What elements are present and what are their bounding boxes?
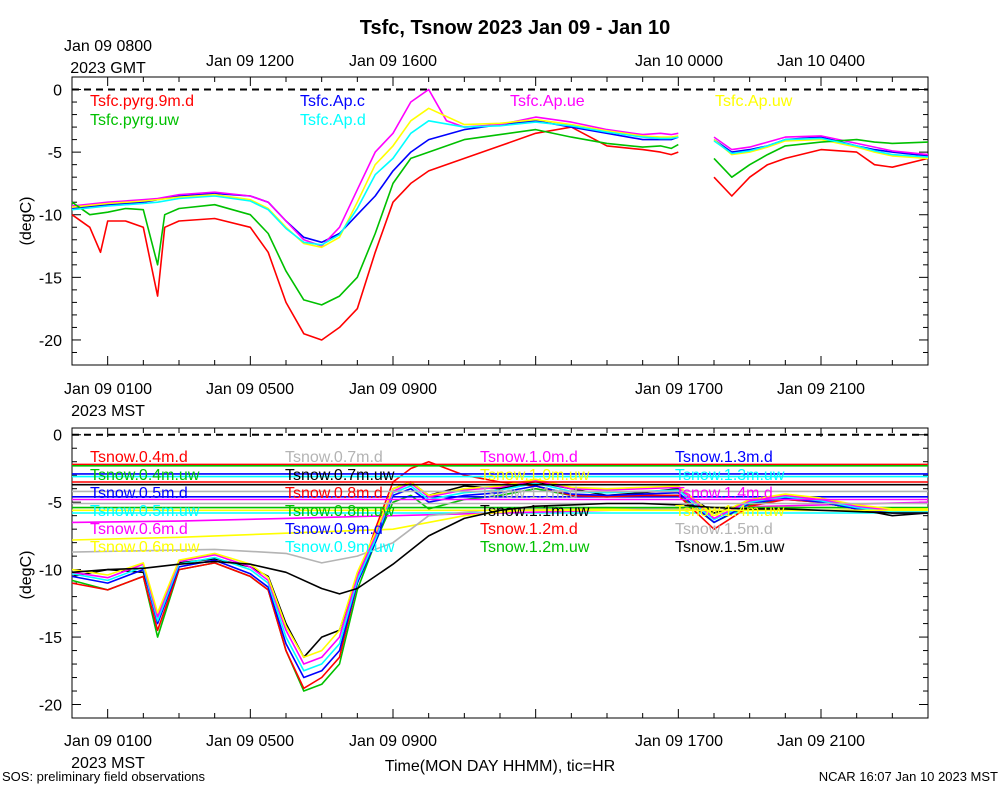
series-line-tsfc-ap-ue [71,88,929,247]
legend-label: Tsnow.0.4m.d [90,449,188,466]
top-axis-label: Jan 10 0000 [635,53,723,70]
series-line-tsnow-1-5m-uw [71,502,928,595]
legend-label: Tsnow.1.0m.d [480,449,578,466]
plot-frame [71,76,929,366]
top-axis-label: Jan 10 0400 [777,53,865,70]
bottom-axis-label: Jan 09 0500 [206,733,294,750]
mid-axis-label: Jan 09 0500 [206,381,294,398]
legend-label: Tsnow.1.4m.d [675,485,773,502]
mid-axis-label: Jan 09 1700 [635,381,723,398]
legend-label: Tsfc.pyrg.uw [90,112,179,129]
top-axis-label: Jan 09 0800 [64,38,152,55]
legend-label: Tsfc.Ap.ue [510,93,585,110]
footer-left: SOS: preliminary field observations [2,769,206,784]
series-line-tsfc-pyrg-9m-d [71,126,929,341]
mid-axis-label: Jan 09 2100 [777,381,865,398]
legend-label: Tsfc.Ap.d [300,112,366,129]
mid-axis-label: Jan 09 0100 [64,381,152,398]
y-tick-label: -5 [48,495,62,512]
bottom-axis-label: Jan 09 0100 [64,733,152,750]
y-tick-label: -15 [39,270,62,287]
y-tick-label: -10 [39,563,62,580]
legend-label: Tsnow.0.9m.d [285,521,383,538]
y-tick-label: -10 [39,208,62,225]
legend-label: Tsnow.0.8m.d [285,485,383,502]
legend-label: Tsnow.0.7m.d [285,449,383,466]
top-y-axis-title: (degC) [18,197,35,246]
bottom-panel: 0-5-10-15-20Tsnow.0.4m.dTsnow.0.4m.uwTsn… [39,427,929,719]
series-line-tsfc-pyrg-uw [71,128,929,306]
chart-title: Tsfc, Tsnow 2023 Jan 09 - Jan 10 [360,17,671,39]
legend-label: Tsnow.0.5m.uw [90,503,200,520]
top-axis-label: Jan 09 1600 [349,53,437,70]
y-tick-label: 0 [53,428,62,445]
legend-label: Tsfc.pyrg.9m.d [90,93,194,110]
legend-label: Tsfc.Ap.uw [715,93,793,110]
series-line-tsnow-1-0m-d [71,479,928,665]
bottom-axis-label: Jan 09 2100 [777,733,865,750]
top-axis-label: Jan 09 1200 [206,53,294,70]
legend-label: Tsnow.1.1m.d [480,485,578,502]
y-tick-label: -20 [39,333,62,350]
legend-label: Tsnow.1.3m.uw [675,467,785,484]
legend-label: Tsnow.0.6m.uw [90,539,200,556]
mid-axis-label: Jan 09 0900 [349,381,437,398]
y-tick-label: 0 [53,83,62,100]
legend-label: Tsnow.0.4m.uw [90,467,200,484]
y-tick-label: -5 [48,145,62,162]
bottom-y-axis-title: (degC) [18,551,35,600]
legend-label: Tsnow.1.5m.uw [675,539,785,556]
legend-label: Tsnow.0.9m.uw [285,539,395,556]
series-line-tsfc-ap-uw [71,107,929,249]
top-panel: 0 -5 -10 -15 -20 Tsfc.pyrg.9m.d Tsfc.Ap.c Tsfc.… [39,76,929,366]
y-tick-label: -15 [39,630,62,647]
legend-label: Tsnow.1.1m.uw [480,503,590,520]
bottom-axis-label: Jan 09 1700 [635,733,723,750]
legend-label: Tsnow.1.2m.uw [480,539,590,556]
legend-label: Tsnow.1.0m.uw [480,467,590,484]
legend-label: Tsnow.1.2m.d [480,521,578,538]
legend-label: Tsnow.1.3m.d [675,449,773,466]
mid-axis-zone: 2023 MST [71,403,145,420]
series-line-tsnow-0-8m-d [71,460,928,690]
y-tick-label: -20 [39,698,62,715]
series-line-tsfc-ap-d [71,120,929,246]
x-axis-title: Time(MON DAY HHMM), tic=HR [385,758,615,775]
bottom-axis-zone: 2023 MST [71,755,145,772]
legend-label: Tsnow.0.6m.d [90,521,188,538]
legend-label: Tsnow.0.8m.uw [285,503,395,520]
legend-label: Tsnow.1.5m.d [675,521,773,538]
legend-label: Tsfc.Ap.c [300,93,365,110]
bottom-axis-label: Jan 09 0900 [349,733,437,750]
top-axis-zone: 2023 GMT [70,60,146,77]
legend-label: Tsnow.0.5m.d [90,485,188,502]
footer-right: NCAR 16:07 Jan 10 2023 MST [819,769,998,784]
legend-label: Tsnow.1.4m.uw [675,503,785,520]
series-line-tsnow-0-9m-uw [71,482,928,672]
legend-label: Tsnow.0.7m.uw [285,467,395,484]
